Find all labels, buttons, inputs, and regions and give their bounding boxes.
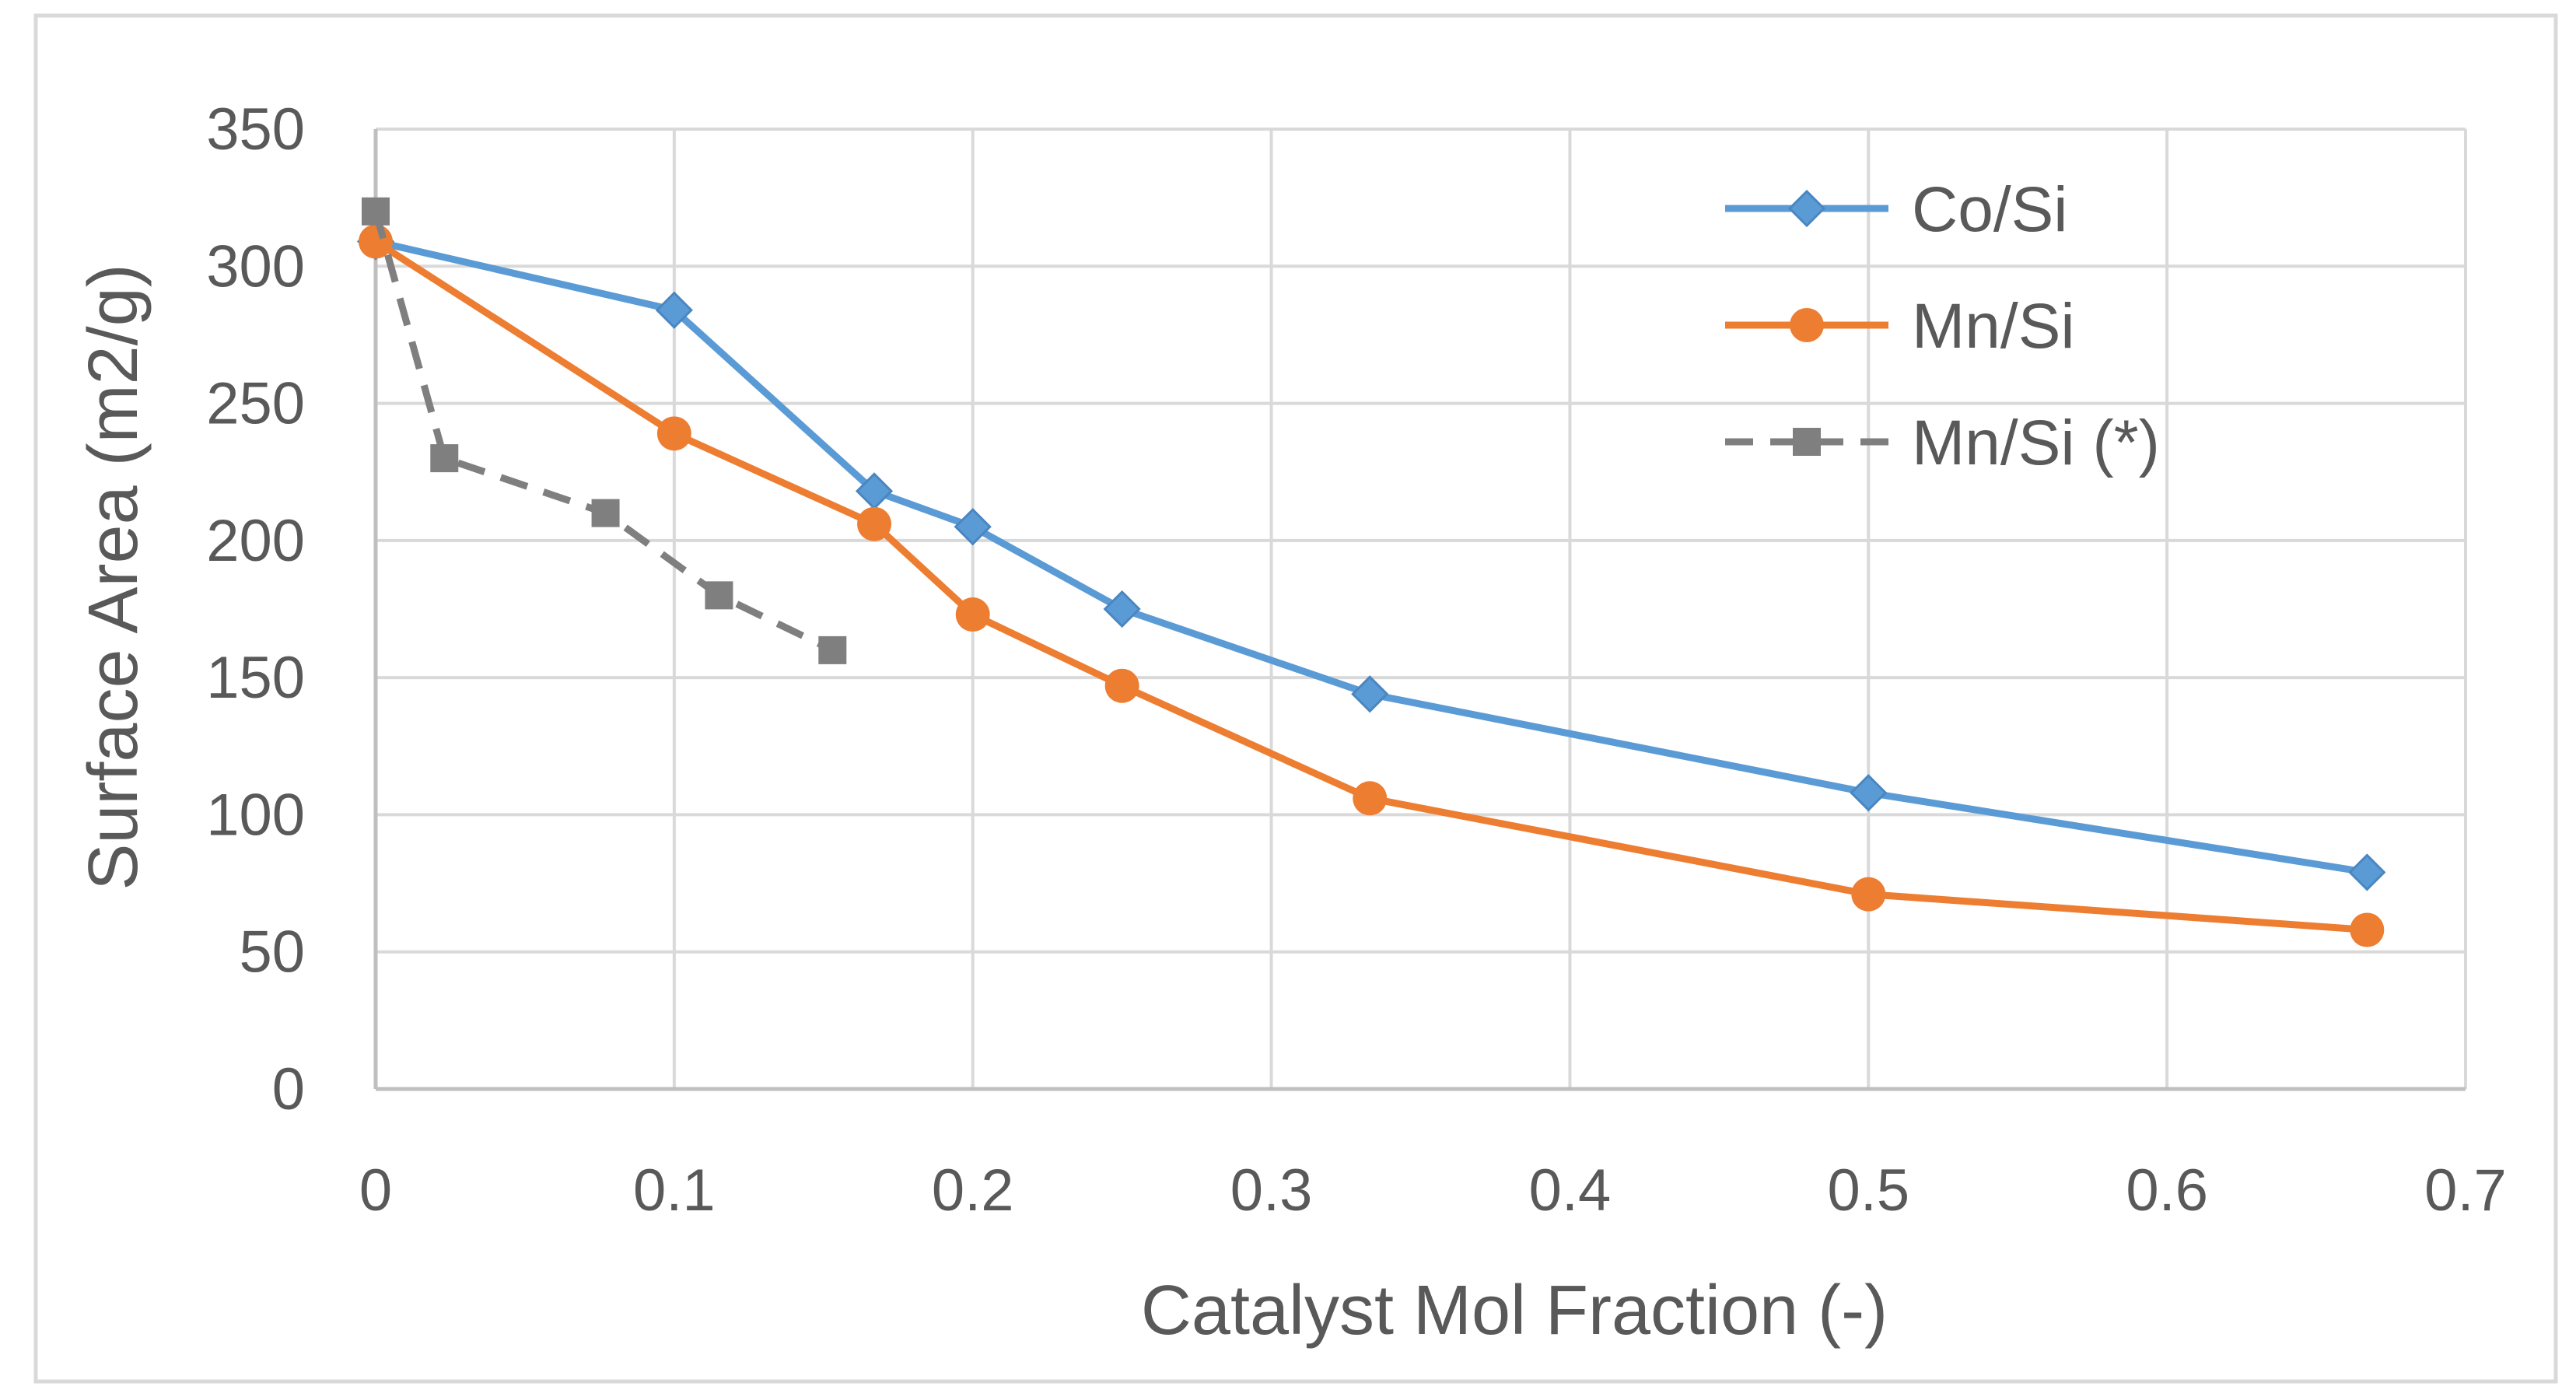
data-point-co-si	[1850, 774, 1888, 812]
legend: Co/Si Mn/Si Mn/Si (*)	[1725, 174, 2160, 478]
y-tick-label: 250	[206, 371, 305, 437]
data-point-mn-si	[1353, 781, 1388, 816]
legend-marker	[1793, 428, 1821, 456]
x-tick-label: 0	[359, 1157, 392, 1224]
x-tick-label: 0.5	[1827, 1157, 1909, 1224]
series-line-co-si	[374, 238, 2368, 876]
series-line-mn-si	[373, 238, 2368, 933]
x-tick-label: 0.3	[1230, 1157, 1313, 1224]
data-point-mn-si	[2350, 912, 2385, 947]
data-point-mn-si	[656, 416, 691, 451]
data-point-mn-si	[857, 506, 892, 541]
y-tick-label: 350	[206, 96, 305, 163]
legend-marker	[1787, 189, 1826, 228]
axes	[373, 129, 2466, 1091]
series-mn-si	[362, 197, 847, 664]
y-tick-label: 150	[206, 645, 305, 711]
chart-border	[33, 13, 2558, 1384]
x-tick-label: 0.2	[932, 1157, 1014, 1224]
data-point-mn-si	[1851, 877, 1886, 912]
y-axis-title: Surface Area (m2/g)	[75, 264, 152, 890]
legend-label: Mn/Si (*)	[1912, 408, 2160, 478]
data-point-co-si	[1103, 590, 1141, 628]
data-point-mn-si	[430, 444, 459, 473]
x-tick-label: 0.1	[633, 1157, 716, 1224]
y-tick-label: 100	[206, 782, 305, 848]
legend-entry-mn-si: Mn/Si (*)	[1725, 408, 2160, 478]
data-point-mn-si	[955, 597, 990, 632]
gridlines	[376, 128, 2467, 1089]
legend-label: Co/Si	[1912, 174, 2068, 245]
y-tick-label: 300	[206, 233, 305, 299]
y-tick-label: 200	[206, 508, 305, 574]
series-layer	[356, 197, 2386, 947]
x-tick-label: 0.6	[2126, 1157, 2208, 1224]
x-tick-label: 0.7	[2424, 1157, 2507, 1224]
data-point-mn-si	[705, 581, 733, 610]
data-point-mn-si	[1104, 668, 1139, 703]
legend-entry-co-si: Co/Si	[1725, 174, 2068, 245]
data-point-co-si	[2348, 853, 2386, 891]
data-point-mn-si	[591, 499, 620, 527]
data-point-mn-si	[362, 197, 390, 226]
data-point-co-si	[1351, 675, 1389, 713]
tick-labels: 0 50 100 150 200 250 300 350 0 0.1 0.2 0.3 0.4 0.5 0.6…	[206, 96, 2507, 1224]
data-point-mn-si	[359, 224, 393, 259]
y-tick-label: 0	[272, 1056, 305, 1122]
legend-marker	[1790, 308, 1824, 342]
data-point-mn-si	[818, 635, 847, 664]
y-tick-label: 50	[239, 919, 305, 986]
x-tick-label: 0.4	[1529, 1157, 1612, 1224]
legend-label: Mn/Si	[1912, 291, 2075, 362]
legend-entry-mn-si: Mn/Si	[1725, 291, 2075, 362]
data-point-co-si	[655, 291, 693, 329]
data-point-co-si	[954, 508, 992, 546]
x-axis-title: Catalyst Mol Fraction (-)	[1141, 1272, 1888, 1350]
